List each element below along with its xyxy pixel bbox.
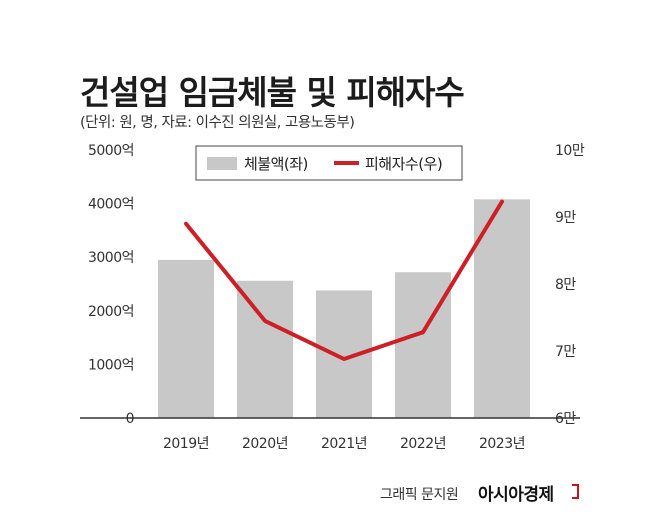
legend: 체불액(좌) 피해자수(우) [195,145,463,181]
x-tick-label: 2020년 [242,436,288,452]
bar-series [158,199,530,418]
line-series [184,199,504,361]
right-tick-label: 8만 [555,277,576,293]
x-tick-label: 2022년 [400,436,446,452]
right-tick-label: 9만 [555,210,576,226]
x-tick-label: 2023년 [479,436,525,452]
legend-line-label: 피해자수(우) [365,155,442,173]
right-tick-label: 7만 [555,344,576,360]
legend-bar-label: 체불액(좌) [244,155,308,173]
left-tick-label: 3000억 [88,250,134,266]
right-tick-label: 10만 [555,143,585,159]
brand-logo: 아시아경제 [478,485,554,505]
right-tick-label: 6만 [555,411,576,427]
right-axis-ticks: 10만 9만 8만 7만 6만 [555,143,585,427]
x-tick-label: 2019년 [163,436,209,452]
x-tick-label: 2021년 [321,436,367,452]
x-axis-ticks: 2019년 2020년 2021년 2022년 2023년 [163,436,526,452]
left-tick-label: 4000억 [88,197,134,213]
chart-title: 건설업 임금체불 및 피해자수 [80,73,465,112]
brand-mark-icon [572,484,579,499]
bar-1 [237,280,293,418]
graphic-credit: 그래픽 문지원 [380,487,459,503]
left-tick-label: 2000억 [88,304,134,320]
chart-subtitle: (단위: 원, 명, 자료: 이수진 의원실, 고용노동부) [80,115,355,131]
left-tick-label: 5000억 [88,143,134,159]
left-axis-ticks: 5000억 4000억 3000억 2000억 1000억 0 [88,143,135,427]
legend-box [195,145,463,181]
legend-bar-swatch [207,157,237,170]
bar-0 [158,259,214,418]
left-tick-label: 1000억 [88,357,134,373]
left-tick-label: 0 [126,411,134,427]
bar-3 [395,272,451,418]
